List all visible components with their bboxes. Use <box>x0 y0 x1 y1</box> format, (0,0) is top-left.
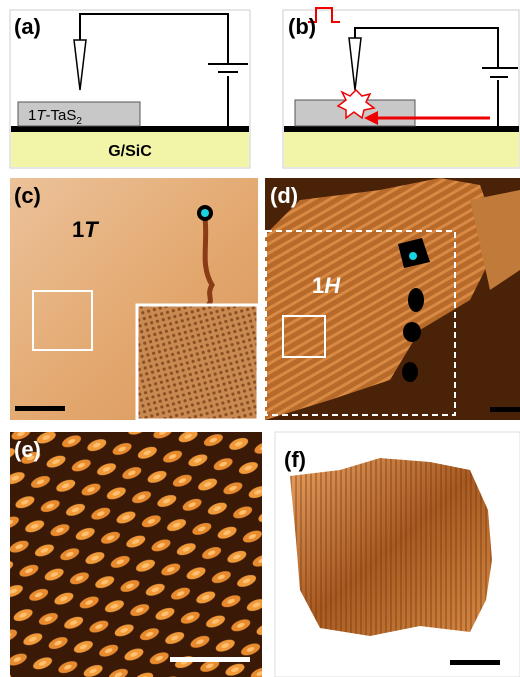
pulse-marker <box>201 209 209 217</box>
phase-label: 1T <box>72 217 99 242</box>
figure: 1T-TaS2 G/SiC (a) (b) (c) 1T <box>0 0 520 677</box>
scale-bar <box>490 407 520 412</box>
panel-a: 1T-TaS2 G/SiC (a) <box>10 10 250 168</box>
panel-label: (f) <box>284 447 306 472</box>
electrode <box>284 126 519 132</box>
page: {"panels": { "a": {"label": "(a)", "samp… <box>0 0 520 677</box>
phase-label: 1H <box>312 273 341 298</box>
stm-texture <box>290 458 492 636</box>
scale-bar <box>450 660 500 665</box>
hole <box>402 362 418 382</box>
stm-image <box>10 432 262 677</box>
substrate <box>284 132 519 167</box>
pulse-marker <box>409 252 417 260</box>
hole <box>403 322 421 342</box>
panel-label: (e) <box>14 437 41 462</box>
panel-label: (a) <box>14 14 41 39</box>
panel-c: (c) 1T <box>10 178 258 420</box>
inset-image <box>137 305 258 420</box>
panel-d: (d) 1H <box>265 178 520 420</box>
panel-f: (f) <box>275 432 520 677</box>
scale-bar <box>15 406 65 411</box>
substrate-label: G/SiC <box>108 143 152 160</box>
hole <box>408 288 424 312</box>
panel-b: (b) <box>283 8 519 168</box>
panel-label: (d) <box>270 183 298 208</box>
panel-label: (b) <box>288 14 316 39</box>
panel-label: (c) <box>14 183 41 208</box>
panel-e: (e) <box>10 432 262 677</box>
body: 1T-TaS2 G/SiC (a) (b) (c) 1T <box>0 0 520 677</box>
scale-bar <box>170 657 250 662</box>
electrode <box>11 126 249 132</box>
